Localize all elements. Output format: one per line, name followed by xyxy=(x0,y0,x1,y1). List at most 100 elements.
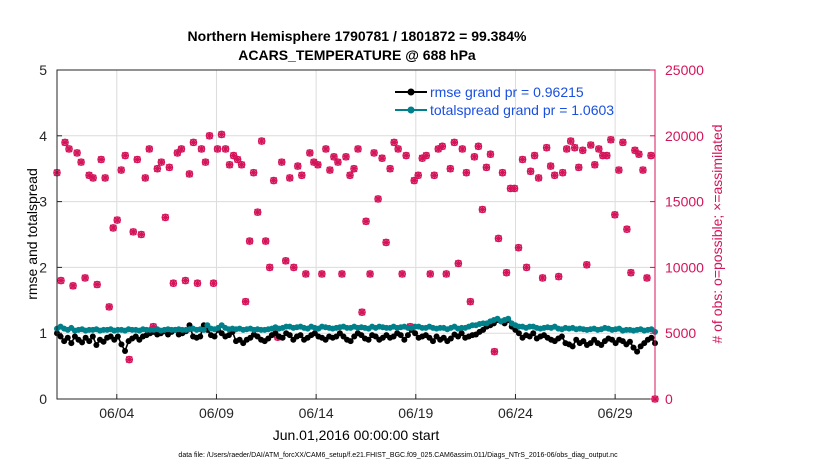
spread-point xyxy=(505,315,512,322)
obs-assimilated-point xyxy=(290,263,298,271)
x-tick-label: 06/04 xyxy=(99,405,134,421)
obs-assimilated-point xyxy=(390,138,398,146)
footnote: data file: /Users/raeder/DAI/ATM_forcXX/… xyxy=(178,452,618,459)
rmse-point xyxy=(100,338,107,345)
obs-assimilated-point xyxy=(177,145,185,153)
obs-assimilated-point xyxy=(635,150,643,158)
obs-assimilated-point xyxy=(310,158,318,166)
obs-assimilated-point xyxy=(286,174,294,182)
obs-assimilated-point xyxy=(490,348,498,356)
obs-assimilated-point xyxy=(109,224,117,232)
obs-assimilated-point xyxy=(643,274,651,282)
rmse-point xyxy=(93,342,100,349)
obs-assimilated-point xyxy=(85,171,93,179)
obs-assimilated-point xyxy=(346,171,354,179)
obs-assimilated-point xyxy=(89,174,97,182)
obs-assimilated-point xyxy=(77,158,85,166)
obs-assimilated-point xyxy=(450,138,458,146)
obs-assimilated-point xyxy=(121,152,129,160)
obs-assimilated-point xyxy=(197,145,205,153)
rmse-point xyxy=(86,338,93,345)
obs-assimilated-point xyxy=(93,281,101,289)
obs-assimilated-point xyxy=(559,169,567,177)
obs-assimilated-point xyxy=(214,145,222,153)
x-tick-label: 06/14 xyxy=(299,405,334,421)
rmse-point xyxy=(68,340,75,347)
obs-assimilated-point xyxy=(527,167,535,175)
obs-assimilated-point xyxy=(161,213,169,221)
y-left-tick-label: 0 xyxy=(39,391,47,407)
obs-assimilated-point xyxy=(193,279,201,287)
obs-assimilated-point xyxy=(466,298,474,306)
obs-assimilated-point xyxy=(563,145,571,153)
rmse-point xyxy=(114,333,121,340)
obs-assimilated-point xyxy=(623,225,631,233)
obs-assimilated-point xyxy=(511,184,519,192)
obs-assimilated-point xyxy=(523,263,531,271)
rmse-point xyxy=(404,332,411,339)
rmse-point xyxy=(197,333,204,340)
obs-assimilated-point xyxy=(555,273,563,281)
obs-assimilated-point xyxy=(234,155,242,163)
obs-assimilated-point xyxy=(551,171,559,179)
y-left-tick-label: 5 xyxy=(39,62,47,78)
rmse-point xyxy=(347,338,354,345)
rmse-point xyxy=(397,332,404,339)
obs-assimilated-point xyxy=(101,174,109,182)
y-right-tick-label: 25000 xyxy=(665,62,704,78)
obs-assimilated-point xyxy=(547,162,555,170)
y-left-tick-label: 1 xyxy=(39,325,47,341)
obs-assimilated-point xyxy=(454,259,462,267)
obs-assimilated-point xyxy=(153,165,161,173)
obs-assimilated-point xyxy=(218,130,226,138)
obs-assimilated-point xyxy=(619,138,627,146)
plot-area xyxy=(57,70,655,399)
obs-assimilated-point xyxy=(246,237,254,245)
obs-assimilated-point xyxy=(326,166,334,174)
obs-assimilated-point xyxy=(242,298,250,306)
obs-assimilated-point xyxy=(422,152,430,160)
obs-assimilated-point xyxy=(189,138,197,146)
rmse-point xyxy=(558,333,565,340)
obs-assimilated-point xyxy=(482,163,490,171)
obs-assimilated-point xyxy=(137,231,145,238)
obs-assimilated-point xyxy=(607,136,615,144)
obs-assimilated-point xyxy=(270,177,278,185)
obs-assimilated-point xyxy=(615,166,623,174)
y-axis-left-label: rmse and totalspread xyxy=(24,168,40,300)
obs-assimilated-point xyxy=(105,303,113,311)
legend-rmse-marker xyxy=(407,88,415,96)
obs-assimilated-point xyxy=(603,152,611,160)
obs-assimilated-point xyxy=(314,161,322,169)
obs-assimilated-point xyxy=(442,270,450,278)
obs-assimilated-point xyxy=(129,228,137,236)
x-tick-label: 06/24 xyxy=(498,405,533,421)
obs-assimilated-point xyxy=(498,169,506,177)
obs-assimilated-point xyxy=(306,149,314,157)
obs-assimilated-point xyxy=(378,154,386,162)
rmse-point xyxy=(598,342,605,349)
obs-assimilated-point xyxy=(185,170,193,178)
legend-rmse-label: rmse grand pr = 0.96215 xyxy=(430,84,584,100)
obs-assimilated-point xyxy=(374,195,382,203)
obs-assimilated-point xyxy=(611,211,619,219)
rmse-point xyxy=(630,344,637,351)
obs-assimilated-point xyxy=(230,152,238,160)
obs-assimilated-point xyxy=(394,145,402,153)
y-axis-right-label: # of obs: o=possible; ×=assimilated xyxy=(709,124,725,343)
obs-assimilated-point xyxy=(583,261,591,269)
chart-title-line-1: Northern Hemisphere 1790781 / 1801872 = … xyxy=(188,28,527,44)
obs-assimilated-point xyxy=(354,145,362,153)
rmse-point xyxy=(297,332,304,339)
obs-assimilated-point xyxy=(470,153,478,161)
rmse-point xyxy=(89,333,96,340)
obs-assimilated-point xyxy=(474,142,482,150)
obs-assimilated-point xyxy=(254,208,262,216)
rmse-point xyxy=(286,332,293,339)
obs-assimilated-point xyxy=(266,263,274,271)
obs-assimilated-point xyxy=(125,356,133,364)
rmse-point xyxy=(626,338,633,345)
obs-assimilated-point xyxy=(338,270,346,278)
obs-assimilated-point xyxy=(398,270,406,278)
